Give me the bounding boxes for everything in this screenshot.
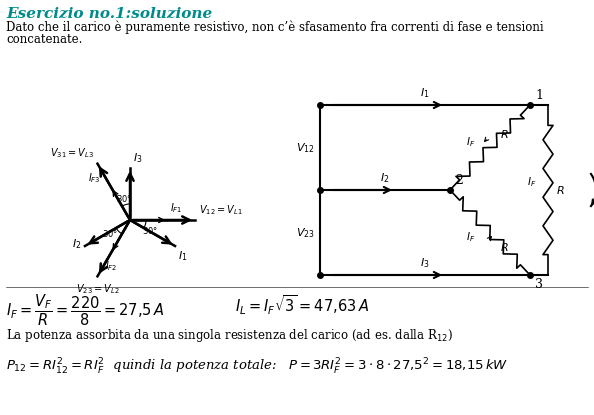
Text: $I_L = I_F\sqrt{3} = 47{,}63\,A$: $I_L = I_F\sqrt{3} = 47{,}63\,A$ [235,293,369,317]
Text: $I_3$: $I_3$ [133,151,143,165]
Text: $I_3$: $I_3$ [420,256,430,270]
Text: $V_{23}=V_{L2}$: $V_{23}=V_{L2}$ [75,282,119,296]
Text: 3: 3 [535,278,543,291]
Text: $I_{F2}$: $I_{F2}$ [105,259,117,273]
Text: $I_2$: $I_2$ [71,237,81,251]
Text: $V_{12}=V_{L1}$: $V_{12}=V_{L1}$ [199,203,243,217]
Text: $V_{12}$: $V_{12}$ [296,141,315,155]
Text: Dato che il carico è puramente resistivo, non c’è sfasamento fra correnti di fas: Dato che il carico è puramente resistivo… [6,21,544,34]
Text: $I_F$: $I_F$ [466,136,475,149]
Text: $I_F$: $I_F$ [527,175,536,189]
Text: $I_F$: $I_F$ [466,231,475,244]
Text: $I_{F3}$: $I_{F3}$ [89,171,101,185]
Text: $30°$: $30°$ [142,225,158,236]
Text: $I_{F1}$: $I_{F1}$ [170,201,182,215]
Text: concatenate.: concatenate. [6,33,83,46]
Text: Esercizio no.1:soluzione: Esercizio no.1:soluzione [6,7,212,21]
Text: 2: 2 [455,174,463,187]
Text: $I_1$: $I_1$ [420,86,429,100]
Text: 1: 1 [535,89,543,102]
Text: $30°$: $30°$ [102,228,118,239]
Text: $I_2$: $I_2$ [380,171,390,185]
Text: $30°$: $30°$ [116,193,132,204]
Text: $I_1$: $I_1$ [178,249,188,263]
Text: La potenza assorbita da una singola resistenza del carico (ad es. dalla R$_{12}$: La potenza assorbita da una singola resi… [6,327,453,344]
Text: $P_{12} = RI^2_{12} = RI^2_F$  quindi la potenza totale:   $P = 3RI^2_F = 3 \cdo: $P_{12} = RI^2_{12} = RI^2_F$ quindi la … [6,357,508,377]
Text: $R$: $R$ [556,184,565,196]
Text: $R$: $R$ [500,241,508,252]
Text: $V_{31}=V_{L3}$: $V_{31}=V_{L3}$ [50,146,93,160]
Text: $R$: $R$ [500,127,508,139]
Text: $V_{23}$: $V_{23}$ [296,226,315,240]
Text: $I_F = \dfrac{V_F}{R} = \dfrac{220}{8} = 27{,}5\,A$: $I_F = \dfrac{V_F}{R} = \dfrac{220}{8} =… [6,293,165,328]
